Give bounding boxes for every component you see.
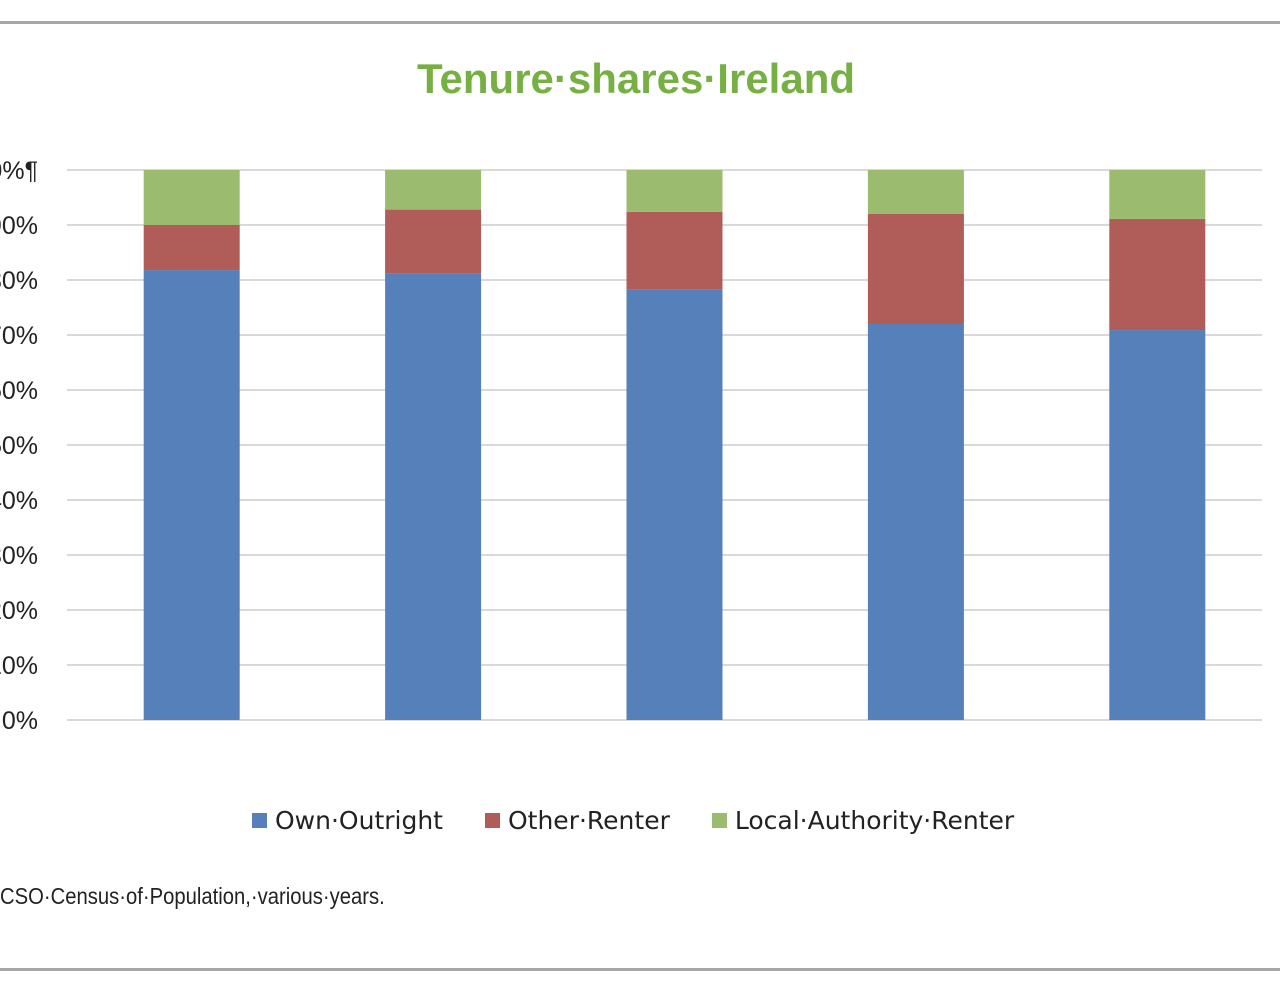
y-axis-ticks: 0% 10% 20% 30% 40% 50% 60% 70% 80% 90% 100%¶ [0,157,38,735]
bar-segment-own-outright [867,324,964,720]
legend-swatch-own-outright [252,813,267,828]
bar-segment-own-outright [385,273,482,720]
y-tick-label: 90% [0,212,38,240]
legend-label-local-authority-renter: Local·Authority·Renter [734,806,1015,835]
bar-segment-other-renter [867,214,964,324]
legend-swatch-other-renter [484,813,500,828]
y-tick-label: 100%¶ [0,157,38,185]
y-tick-label: 10% [0,652,38,680]
top-rule [0,21,1280,24]
legend-label-other-renter: Other·Renter [507,806,670,835]
bar-segment-local-authority-renter [867,170,964,214]
legend-item-other-renter: Other·Renter [484,806,670,835]
legend-item-own-outright: Own·Outright [252,806,443,835]
y-tick-label: 80% [0,267,38,295]
y-tick-label: 30% [0,542,38,570]
y-tick-label: 40% [0,487,38,515]
chart-title: Tenure·shares·Ireland [416,55,856,102]
bar-segment-own-outright [1109,330,1206,720]
legend-item-local-authority-renter: Local·Authority·Renter [711,806,1015,835]
y-tick-label: 70% [0,322,38,350]
y-tick-label: 0% [2,707,38,735]
bar-stacks [143,170,1206,720]
source-note: CSO·Census·of·Population,·various·years. [0,883,385,909]
bar-segment-own-outright [626,289,723,720]
bar-segment-local-authority-renter [143,170,240,225]
legend-swatch-local-authority-renter [711,813,727,828]
bar-segment-other-renter [1109,218,1206,331]
y-tick-label: 50% [0,432,38,460]
bottom-rule [0,968,1280,971]
bar-segment-local-authority-renter [626,170,723,212]
legend-label-own-outright: Own·Outright [275,806,443,835]
bar-segment-own-outright [143,270,240,720]
bar-segment-other-renter [143,225,240,271]
bar-segment-other-renter [385,209,482,274]
legend: Own·Outright Other·Renter Local·Authorit… [252,806,1056,835]
bar-segment-other-renter [626,211,723,290]
bar-segment-local-authority-renter [385,170,482,210]
y-tick-label: 20% [0,597,38,625]
y-tick-label: 60% [0,377,38,405]
bar-segment-local-authority-renter [1109,170,1206,219]
